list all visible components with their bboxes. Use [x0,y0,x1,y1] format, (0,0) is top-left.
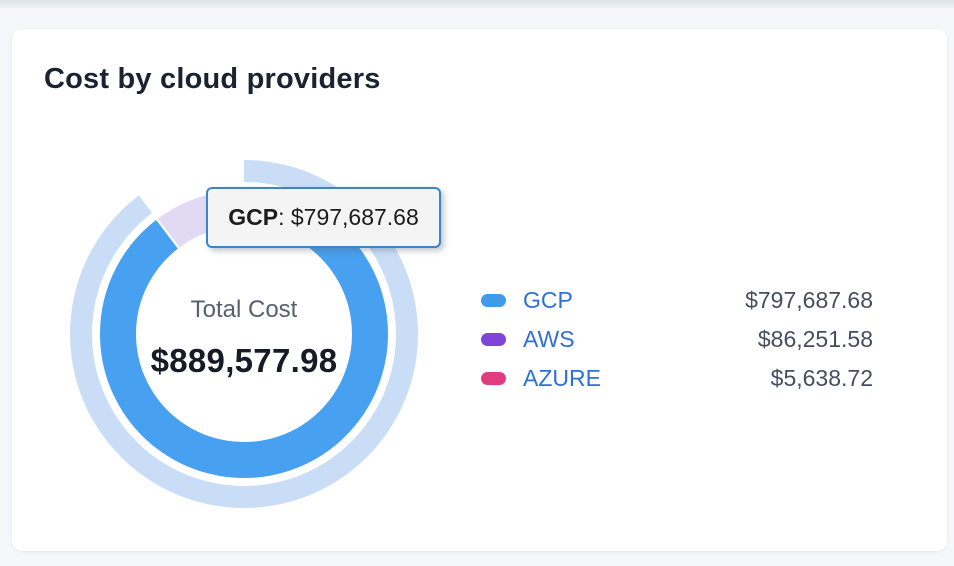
cost-by-cloud-providers-card: Cost by cloud providers Total Cost $889,… [12,29,947,551]
legend-item-azure[interactable]: AZURE $5,638.72 [481,359,873,398]
legend-marker-aws-icon [481,333,506,346]
legend-marker-gcp-icon [481,294,506,307]
legend-value-azure: $5,638.72 [770,365,873,391]
legend-label-azure: AZURE [523,365,601,391]
legend-value-gcp: $797,687.68 [745,287,873,313]
tooltip-series-name: GCP [228,204,279,230]
card-title: Cost by cloud providers [44,63,381,95]
legend-label-aws: AWS [523,326,575,352]
donut-segment-gcp[interactable] [98,188,390,480]
legend-item-gcp[interactable]: GCP $797,687.68 [481,281,873,320]
legend-value-aws: $86,251.58 [757,326,873,352]
chart-legend: GCP $797,687.68 AWS $86,251.58 AZURE $5,638.7… [481,281,873,398]
tooltip-separator: : [278,204,291,230]
chart-tooltip: GCP: $797,687.68 [206,187,441,248]
tooltip-value: $797,687.68 [290,204,419,230]
legend-label-gcp: GCP [523,287,573,313]
top-edge-shadow [0,0,954,10]
legend-item-aws[interactable]: AWS $86,251.58 [481,320,873,359]
legend-marker-azure-icon [481,372,506,385]
